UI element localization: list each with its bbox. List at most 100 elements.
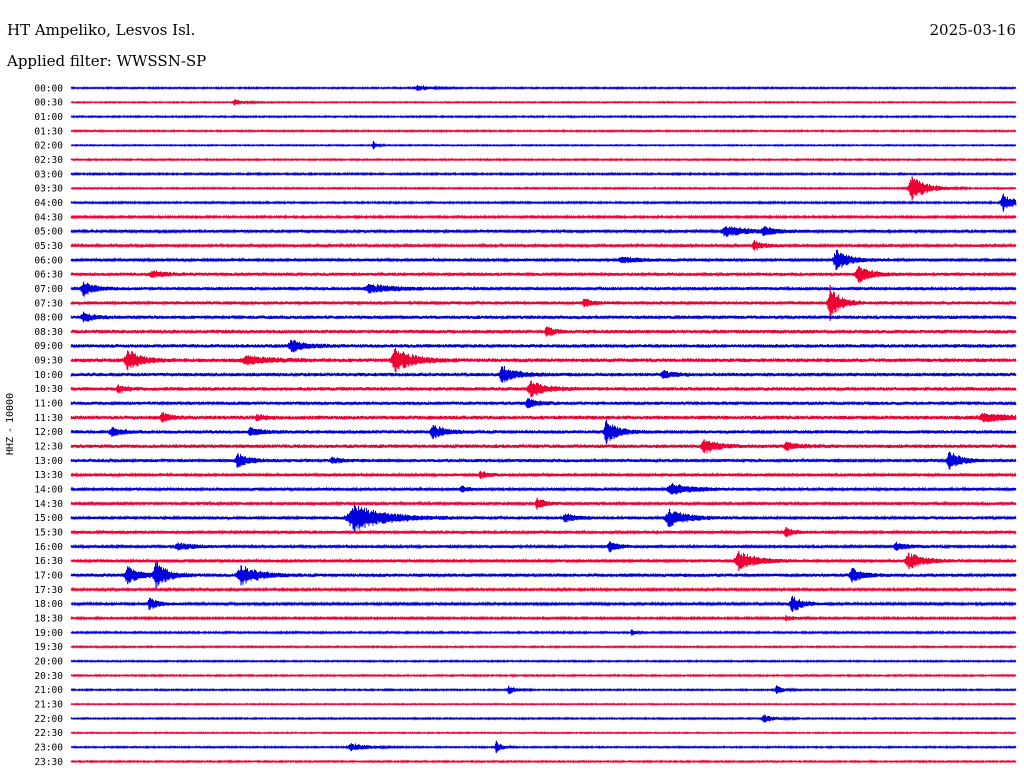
trace-line bbox=[70, 171, 1017, 177]
trace-line bbox=[70, 266, 1017, 283]
time-label: 01:00 bbox=[34, 112, 63, 123]
time-label: 19:30 bbox=[34, 642, 63, 653]
time-label: 20:00 bbox=[34, 657, 63, 668]
trace-line bbox=[70, 226, 1017, 238]
trace-line bbox=[70, 471, 1017, 479]
time-label: 09:00 bbox=[34, 341, 63, 352]
trace-line bbox=[70, 498, 1017, 510]
time-label: 10:00 bbox=[34, 370, 63, 381]
trace-line bbox=[70, 715, 1017, 723]
time-label: 19:00 bbox=[34, 628, 63, 639]
time-label: 05:30 bbox=[34, 241, 63, 252]
time-label: 07:00 bbox=[34, 284, 63, 295]
time-label: 00:00 bbox=[34, 83, 63, 94]
time-label: 18:30 bbox=[34, 614, 63, 625]
time-label: 09:30 bbox=[34, 356, 63, 367]
trace-line bbox=[70, 731, 1017, 735]
time-label: 22:00 bbox=[34, 714, 63, 725]
trace-line bbox=[70, 177, 1017, 199]
trace-line bbox=[70, 195, 1017, 210]
trace-group bbox=[70, 85, 1017, 764]
time-label: 15:00 bbox=[34, 513, 63, 524]
time-label: 15:30 bbox=[34, 528, 63, 539]
time-label: 20:30 bbox=[34, 671, 63, 682]
trace-line bbox=[70, 740, 1017, 753]
time-label: 13:00 bbox=[34, 456, 63, 467]
time-label: 14:30 bbox=[34, 499, 63, 510]
trace-line bbox=[70, 290, 1017, 318]
trace-line bbox=[70, 615, 1017, 622]
time-label: 16:30 bbox=[34, 556, 63, 567]
trace-line bbox=[70, 629, 1017, 636]
time-label: 06:00 bbox=[34, 255, 63, 266]
time-label: 03:30 bbox=[34, 184, 63, 195]
filter-label: Applied filter: WWSSN-SP bbox=[7, 52, 207, 70]
trace-line bbox=[70, 562, 1017, 589]
time-label: 10:30 bbox=[34, 384, 63, 395]
trace-line bbox=[70, 239, 1017, 251]
trace-line bbox=[70, 347, 1017, 373]
trace-line bbox=[70, 214, 1017, 220]
trace-line bbox=[70, 249, 1017, 271]
time-label: 23:30 bbox=[34, 757, 63, 768]
trace-line bbox=[70, 586, 1017, 593]
trace-line bbox=[70, 482, 1017, 495]
time-label: 18:00 bbox=[34, 599, 63, 610]
time-label: 17:30 bbox=[34, 585, 63, 596]
time-label: 01:30 bbox=[34, 126, 63, 137]
trace-line bbox=[70, 673, 1017, 678]
time-label: 04:30 bbox=[34, 212, 63, 223]
trace-line bbox=[70, 421, 1017, 443]
trace-line bbox=[70, 596, 1017, 612]
time-label: 21:00 bbox=[34, 685, 63, 696]
trace-line bbox=[70, 311, 1017, 322]
trace-line bbox=[70, 759, 1017, 764]
trace-line bbox=[70, 451, 1017, 469]
time-label: 14:00 bbox=[34, 485, 63, 496]
time-label: 07:30 bbox=[34, 298, 63, 309]
trace-line bbox=[70, 685, 1017, 695]
trace-line bbox=[70, 380, 1017, 398]
trace-line bbox=[70, 505, 1017, 532]
trace-line bbox=[70, 85, 1017, 91]
time-label: 21:30 bbox=[34, 699, 63, 710]
trace-line bbox=[70, 366, 1017, 383]
trace-line bbox=[70, 644, 1017, 650]
time-label: 05:00 bbox=[34, 227, 63, 238]
trace-line bbox=[70, 339, 1017, 353]
trace-line bbox=[70, 541, 1017, 553]
time-label: 03:00 bbox=[34, 169, 63, 180]
time-label: 02:00 bbox=[34, 141, 63, 152]
trace-line bbox=[70, 128, 1017, 134]
trace-line bbox=[70, 702, 1017, 707]
trace-line bbox=[70, 440, 1017, 454]
time-label: 13:30 bbox=[34, 470, 63, 481]
time-label: 08:30 bbox=[34, 327, 63, 338]
time-label: 22:30 bbox=[34, 728, 63, 739]
time-label: 11:30 bbox=[34, 413, 63, 424]
time-label: 23:00 bbox=[34, 742, 63, 753]
time-label: 12:00 bbox=[34, 427, 63, 438]
trace-line bbox=[70, 398, 1017, 408]
trace-line bbox=[70, 282, 1017, 297]
trace-line bbox=[70, 157, 1017, 162]
trace-line bbox=[70, 658, 1017, 664]
trace-line bbox=[70, 326, 1017, 336]
time-label: 12:30 bbox=[34, 442, 63, 453]
trace-line bbox=[70, 552, 1017, 569]
trace-line bbox=[70, 527, 1017, 537]
date-label: 2025-03-16 bbox=[929, 21, 1016, 39]
time-label: 00:30 bbox=[34, 98, 63, 109]
trace-line bbox=[70, 412, 1017, 423]
trace-line bbox=[70, 140, 1017, 149]
trace-line bbox=[70, 99, 1017, 106]
station-title: HT Ampeliko, Lesvos Isl. bbox=[7, 21, 196, 39]
time-label: 17:00 bbox=[34, 571, 63, 582]
time-label: 11:00 bbox=[34, 399, 63, 410]
time-label-group: 00:00 00:30 01:00 01:30 02:00 02:30 03:00 03:30… bbox=[34, 83, 63, 768]
time-label: 04:00 bbox=[34, 198, 63, 209]
time-label: 06:30 bbox=[34, 270, 63, 281]
time-label: 02:30 bbox=[34, 155, 63, 166]
trace-line bbox=[70, 114, 1017, 119]
